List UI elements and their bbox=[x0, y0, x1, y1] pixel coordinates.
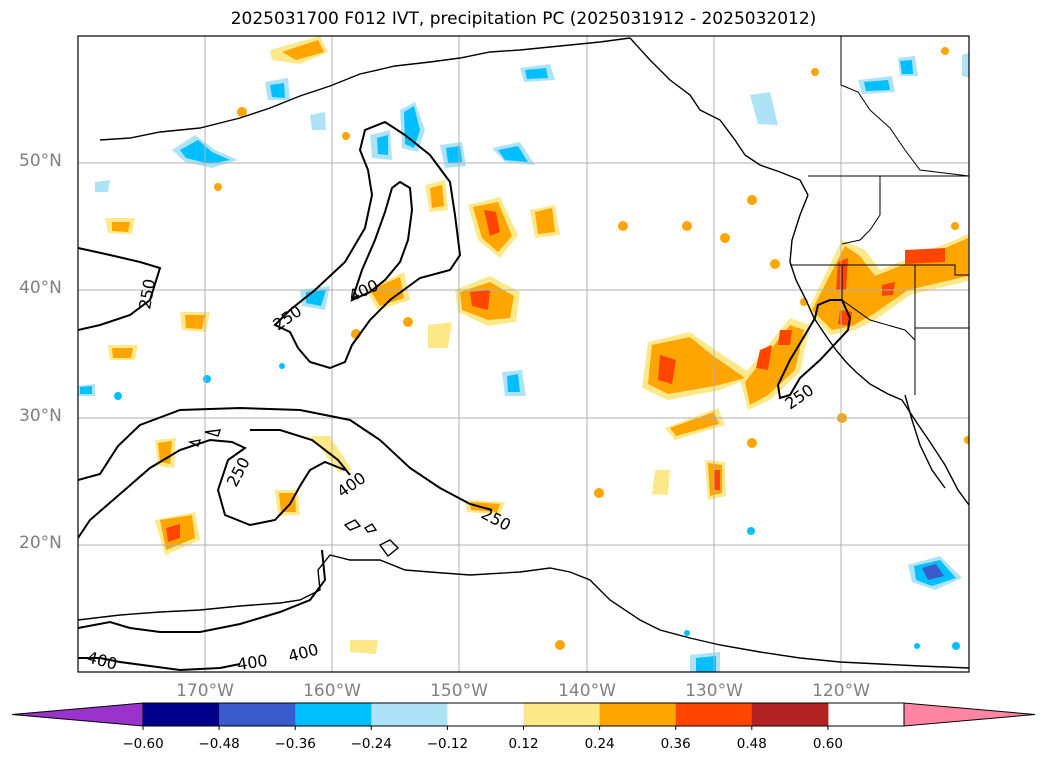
lon-label-120w: 120°W bbox=[812, 681, 870, 701]
colorbar-tick-label: −0.24 bbox=[350, 736, 392, 752]
map-title: 2025031700 F012 IVT, precipitation PC (2… bbox=[230, 9, 817, 29]
colorbar-tick-label: −0.36 bbox=[274, 736, 316, 752]
lon-label-130w: 130°W bbox=[685, 681, 743, 701]
contour-label: 250 bbox=[269, 301, 305, 334]
lon-label-150w: 150°W bbox=[430, 681, 488, 701]
colorbar bbox=[11, 702, 1036, 730]
contour-label: 400 bbox=[236, 651, 269, 674]
colorbar-box bbox=[447, 703, 524, 726]
lat-label-30n: 30°N bbox=[19, 406, 62, 426]
ivt-contours bbox=[78, 120, 852, 672]
graticule bbox=[78, 36, 969, 672]
coastlines bbox=[78, 37, 969, 669]
contour-label: 400 bbox=[333, 468, 369, 501]
colorbar-tick-label: 0.60 bbox=[812, 736, 843, 752]
precip-small-cells bbox=[214, 47, 969, 650]
colorbar-box bbox=[751, 703, 829, 726]
contour-label: 400 bbox=[85, 648, 119, 674]
colorbar-tick-label: −0.12 bbox=[426, 736, 469, 752]
colorbar-box bbox=[675, 703, 753, 726]
colorbar-box bbox=[599, 703, 677, 726]
colorbar-tick-label: 0.48 bbox=[736, 736, 767, 752]
colorbar-extend-low bbox=[11, 702, 144, 727]
contour-label: 250 bbox=[478, 504, 514, 535]
colorbar-tick-label: −0.48 bbox=[198, 736, 240, 752]
lon-label-170w: 170°W bbox=[176, 681, 234, 701]
contour-label: 400 bbox=[286, 640, 320, 666]
precip-positive-shading bbox=[105, 36, 969, 654]
colorbar-tick-label: 0.36 bbox=[660, 736, 691, 752]
map-area: 250 250 400 250 400 250 250 400 400 400 bbox=[78, 36, 969, 674]
colorbar-tick-label: 0.12 bbox=[508, 736, 539, 752]
lat-label-20n: 20°N bbox=[19, 533, 62, 553]
colorbar-box bbox=[523, 703, 601, 726]
map-frame bbox=[77, 35, 970, 673]
colorbar-box bbox=[219, 703, 296, 726]
colorbar-box bbox=[371, 703, 448, 726]
colorbar-box bbox=[295, 703, 372, 726]
lat-label-50n: 50°N bbox=[19, 151, 62, 171]
colorbar-tick-label: −0.60 bbox=[122, 736, 164, 752]
colorbar-extend-high bbox=[903, 702, 1036, 727]
lat-label-40n: 40°N bbox=[19, 278, 62, 298]
political-borders bbox=[790, 36, 969, 395]
lon-label-160w: 160°W bbox=[303, 681, 361, 701]
lon-label-140w: 140°W bbox=[558, 681, 616, 701]
contour-label: 250 bbox=[135, 277, 159, 310]
precip-negative-shading bbox=[78, 52, 969, 672]
colorbar-box bbox=[143, 703, 220, 726]
colorbar-tick-label: 0.24 bbox=[584, 736, 615, 752]
contour-label: 250 bbox=[781, 380, 817, 413]
